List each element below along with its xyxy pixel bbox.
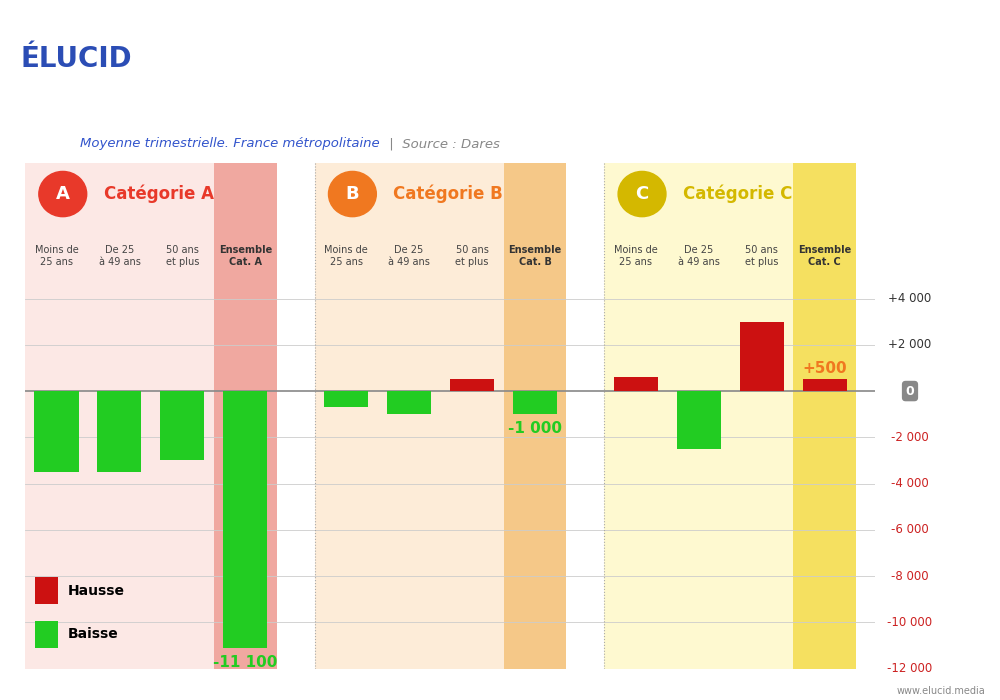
Text: Moyenne trimestrielle. France métropolitaine: Moyenne trimestrielle. France métropolit… xyxy=(80,137,380,150)
Text: Catégorie C: Catégorie C xyxy=(683,185,792,203)
Text: +2 000: +2 000 xyxy=(888,338,932,351)
Bar xyxy=(513,391,557,414)
Bar xyxy=(35,621,58,648)
Bar xyxy=(25,223,214,287)
Bar xyxy=(793,287,856,668)
Text: C: C xyxy=(635,185,649,203)
Text: 50 ans
et plus: 50 ans et plus xyxy=(455,245,489,267)
Bar xyxy=(604,223,793,287)
Bar xyxy=(25,287,214,668)
Text: |  Source : Dares: | Source : Dares xyxy=(385,137,500,150)
Text: Moins de
25 ans: Moins de 25 ans xyxy=(614,245,658,267)
Bar xyxy=(324,391,368,407)
Bar xyxy=(97,391,141,472)
Circle shape xyxy=(328,172,376,217)
Text: Catégorie A: Catégorie A xyxy=(104,185,214,203)
Bar xyxy=(160,391,204,461)
Bar xyxy=(315,163,504,223)
Text: 50 ans
et plus: 50 ans et plus xyxy=(745,245,778,267)
Bar xyxy=(25,163,214,223)
Bar xyxy=(214,223,277,287)
Text: -12 000: -12 000 xyxy=(887,662,933,675)
Bar xyxy=(793,223,856,287)
Bar xyxy=(34,391,79,472)
Bar xyxy=(214,163,277,223)
Text: Moins de
25 ans: Moins de 25 ans xyxy=(35,245,78,267)
Bar xyxy=(315,223,504,287)
Text: Évolution du nombre de chômeurs en France: Évolution du nombre de chômeurs en Franc… xyxy=(294,25,856,46)
Text: A: A xyxy=(56,185,70,203)
Text: Ensemble
Cat. B: Ensemble Cat. B xyxy=(508,245,562,267)
Text: +500: +500 xyxy=(802,361,847,376)
Text: -4 000: -4 000 xyxy=(891,477,929,490)
Text: De 25
à 49 ans: De 25 à 49 ans xyxy=(678,245,720,267)
Text: -1 000: -1 000 xyxy=(508,421,562,436)
Bar xyxy=(315,287,504,668)
Text: -11 100: -11 100 xyxy=(213,654,278,670)
Bar xyxy=(214,287,277,668)
Circle shape xyxy=(618,172,666,217)
Bar xyxy=(387,391,431,414)
Text: 0: 0 xyxy=(906,384,914,398)
Text: De 25
à 49 ans: De 25 à 49 ans xyxy=(99,245,140,267)
Bar xyxy=(504,287,566,668)
Bar xyxy=(223,391,267,648)
Text: Hausse: Hausse xyxy=(68,584,124,598)
Bar xyxy=(604,287,793,668)
Bar xyxy=(677,391,721,449)
Text: B: B xyxy=(346,185,359,203)
Bar xyxy=(504,163,566,223)
FancyBboxPatch shape xyxy=(0,6,165,117)
Text: Catégorie B: Catégorie B xyxy=(393,185,503,203)
Bar xyxy=(450,379,494,391)
Circle shape xyxy=(39,172,87,217)
Text: Ensemble
Cat. C: Ensemble Cat. C xyxy=(798,245,851,267)
Text: -10 000: -10 000 xyxy=(887,616,933,629)
Text: 50 ans
et plus: 50 ans et plus xyxy=(166,245,199,267)
Text: +4 000: +4 000 xyxy=(888,292,932,305)
Text: Moins de
25 ans: Moins de 25 ans xyxy=(324,245,368,267)
Text: ÉLUCID: ÉLUCID xyxy=(20,45,132,73)
Bar xyxy=(614,377,658,391)
Text: -8 000: -8 000 xyxy=(891,570,929,582)
Bar xyxy=(740,322,784,391)
Text: -6 000: -6 000 xyxy=(891,524,929,536)
Bar xyxy=(604,163,793,223)
Text: De 25
à 49 ans: De 25 à 49 ans xyxy=(388,245,430,267)
Text: -2 000: -2 000 xyxy=(891,430,929,444)
Bar xyxy=(504,223,566,287)
Text: Ensemble
Cat. A: Ensemble Cat. A xyxy=(219,245,272,267)
Bar xyxy=(793,163,856,223)
Text: par catégorie et âge au T2 2024: par catégorie et âge au T2 2024 xyxy=(374,78,776,99)
Text: Baisse: Baisse xyxy=(68,627,118,641)
Text: www.elucid.media: www.elucid.media xyxy=(896,687,985,696)
Bar xyxy=(803,379,847,391)
Bar xyxy=(35,578,58,604)
